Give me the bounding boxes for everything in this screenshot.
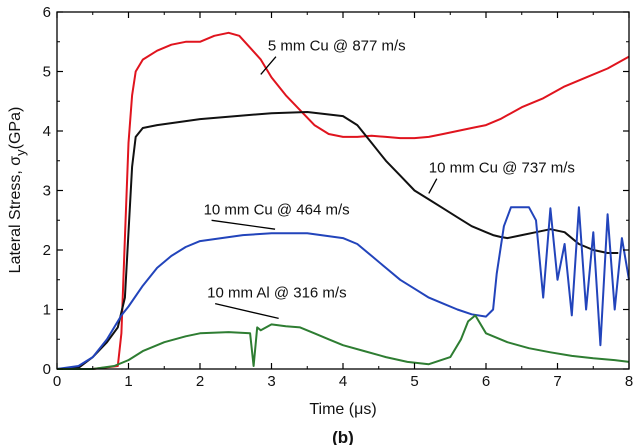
y-tick-label-1: 1	[43, 302, 51, 319]
annotation-layer: 5 mm Cu @ 877 m/s 10 mm Cu @ 737 m/s 10 mm…	[204, 38, 575, 320]
series-line-2	[56, 206, 630, 370]
annotation-leader-0	[260, 56, 277, 75]
annotation-label-1: 10 mm Cu @ 737 m/s	[429, 160, 575, 177]
y-axis-label-main: Lateral Stress, σ	[7, 156, 24, 274]
x-tick-label-8: 8	[625, 373, 633, 390]
ticks-layer: 0 1 2 3 4 5 6 7 8 0 1 2 3 4 5 6	[43, 4, 634, 390]
annotation-label-0: 5 mm Cu @ 877 m/s	[268, 38, 406, 55]
annotation-label-3: 10 mm Al @ 316 m/s	[207, 285, 346, 302]
plot-frame	[56, 11, 630, 370]
y-tick-label-2: 2	[43, 242, 51, 259]
y-tick-label-5: 5	[43, 64, 51, 81]
x-tick-label-1: 1	[124, 373, 132, 390]
y-axis-label-unit: (GPa)	[7, 107, 24, 150]
y-axis-label-subscript: y	[13, 149, 28, 156]
annotation-leader-3	[215, 302, 279, 320]
y-tick-label-3: 3	[43, 183, 51, 200]
y-tick-label-0: 0	[43, 361, 51, 378]
annotation-leader-2	[211, 219, 276, 230]
series-line-0	[57, 31, 630, 370]
x-tick-label-6: 6	[482, 373, 490, 390]
x-tick-label-0: 0	[53, 373, 61, 390]
annotation-label-2: 10 mm Cu @ 464 m/s	[204, 201, 350, 218]
y-tick-label-4: 4	[43, 123, 51, 140]
x-tick-label-7: 7	[553, 373, 561, 390]
x-axis-label: Time (μs)	[309, 401, 376, 418]
series-line-3	[57, 314, 630, 370]
x-tick-label-2: 2	[196, 373, 204, 390]
panel-label: (b)	[332, 428, 354, 445]
x-tick-label-3: 3	[267, 373, 275, 390]
annotation-leader-1	[428, 178, 438, 194]
y-axis-label: Lateral Stress, σy(GPa)	[7, 107, 28, 274]
x-tick-label-5: 5	[410, 373, 418, 390]
x-tick-label-4: 4	[339, 373, 347, 390]
series-line-1	[56, 111, 619, 370]
y-tick-label-6: 6	[43, 4, 51, 21]
series-layer	[56, 31, 630, 370]
